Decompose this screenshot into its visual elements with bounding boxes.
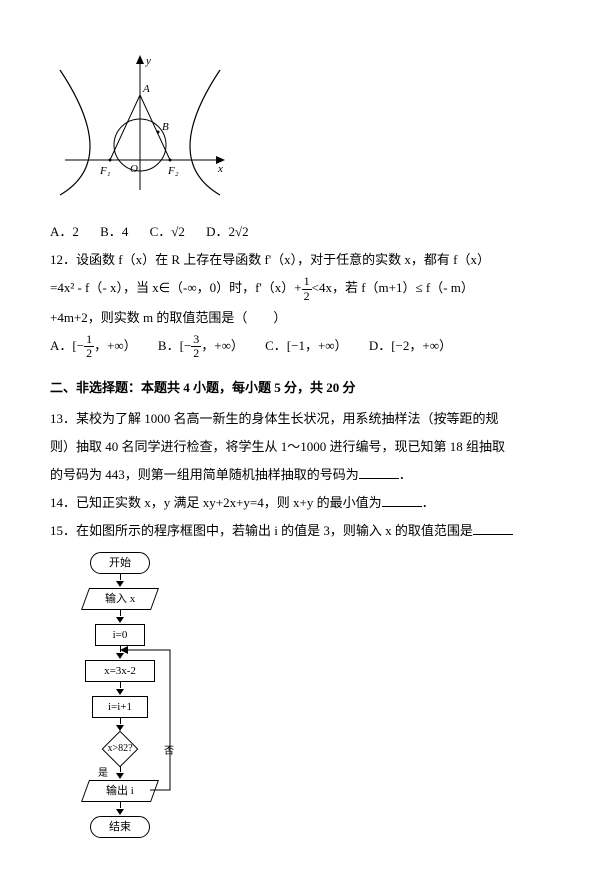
fc-input: 输入 x [81,588,159,610]
fc-output: 输出 i [81,780,159,802]
y-axis-label: y [145,55,151,67]
q11-options-row: A．2 B．4 C．√2 D．2√2 [50,219,545,245]
q12-options-row: A．[−12，+∞） B．[−32，+∞） C．[−1，+∞） D．[−2，+∞… [50,333,545,361]
q12-opt-d: D．[−2，+∞） [369,338,452,353]
blank-fill [359,465,399,479]
blank-fill [382,493,422,507]
q12-line3: +4m+2，则实数 m 的取值范围是（ ） [50,305,545,331]
q13-line3: 的号码为 443，则第一组用简单随机抽样抽取的号码为． [50,462,545,488]
origin-label: O [130,163,138,175]
q12-line2: =4x² - f（- x），当 x∈（-∞，0）时，f'（x）+12<4x，若 … [50,275,545,303]
hyperbola-svg: y x A B O F₁ F₂ [50,50,230,200]
fc-start: 开始 [90,552,150,574]
point-a-label: A [142,83,150,95]
q15-line1: 15．在如图所示的程序框图中，若输出 i 的值是 3，则输入 x 的取值范围是 [50,518,545,544]
fc-end: 结束 [90,816,150,838]
fc-no-label: 否 [164,742,174,762]
q11-opt-c: C．√2 [150,224,185,239]
fc-process: x=3x-2 [85,660,155,682]
q13-line2: 则）抽取 40 名同学进行检查，将学生从 1～1000 进行编号，现已知第 18… [50,434,545,460]
x-axis-label: x [217,163,223,175]
blank-fill [473,521,513,535]
fc-init: i=0 [95,624,145,646]
q11-opt-b: B．4 [100,224,128,239]
q11-opt-d: D．2√2 [206,224,249,239]
q14-line1: 14．已知正实数 x，y 满足 xy+2x+y=4，则 x+y 的最小值为． [50,490,545,516]
fc-decision: x>82? 否 [80,732,160,766]
f2-label: F₂ [167,165,179,177]
fc-increment: i=i+1 [92,696,148,718]
f1-label: F₁ [99,165,111,177]
point-b-label: B [162,121,169,133]
hyperbola-figure: y x A B O F₁ F₂ [50,50,545,209]
q12-opt-c: C．[−1，+∞） [265,338,347,353]
flowchart-figure: 开始 输入 x i=0 x=3x-2 i=i+1 x>82? 否 是 输出 i … [50,552,190,838]
fraction-icon: 12 [302,275,312,302]
q12-line1: 12．设函数 f（x）在 R 上存在导函数 f'（x），对于任意的实数 x，都有… [50,247,545,273]
section2-title: 二、非选择题：本题共 4 小题，每小题 5 分，共 20 分 [50,375,545,401]
q11-opt-a: A．2 [50,224,79,239]
q12-opt-a: A．[−12，+∞） [50,338,137,353]
q12-opt-b: B．[−32，+∞） [158,338,244,353]
q13-line1: 13．某校为了解 1000 名高一新生的身体生长状况，用系统抽样法（按等距的规 [50,406,545,432]
